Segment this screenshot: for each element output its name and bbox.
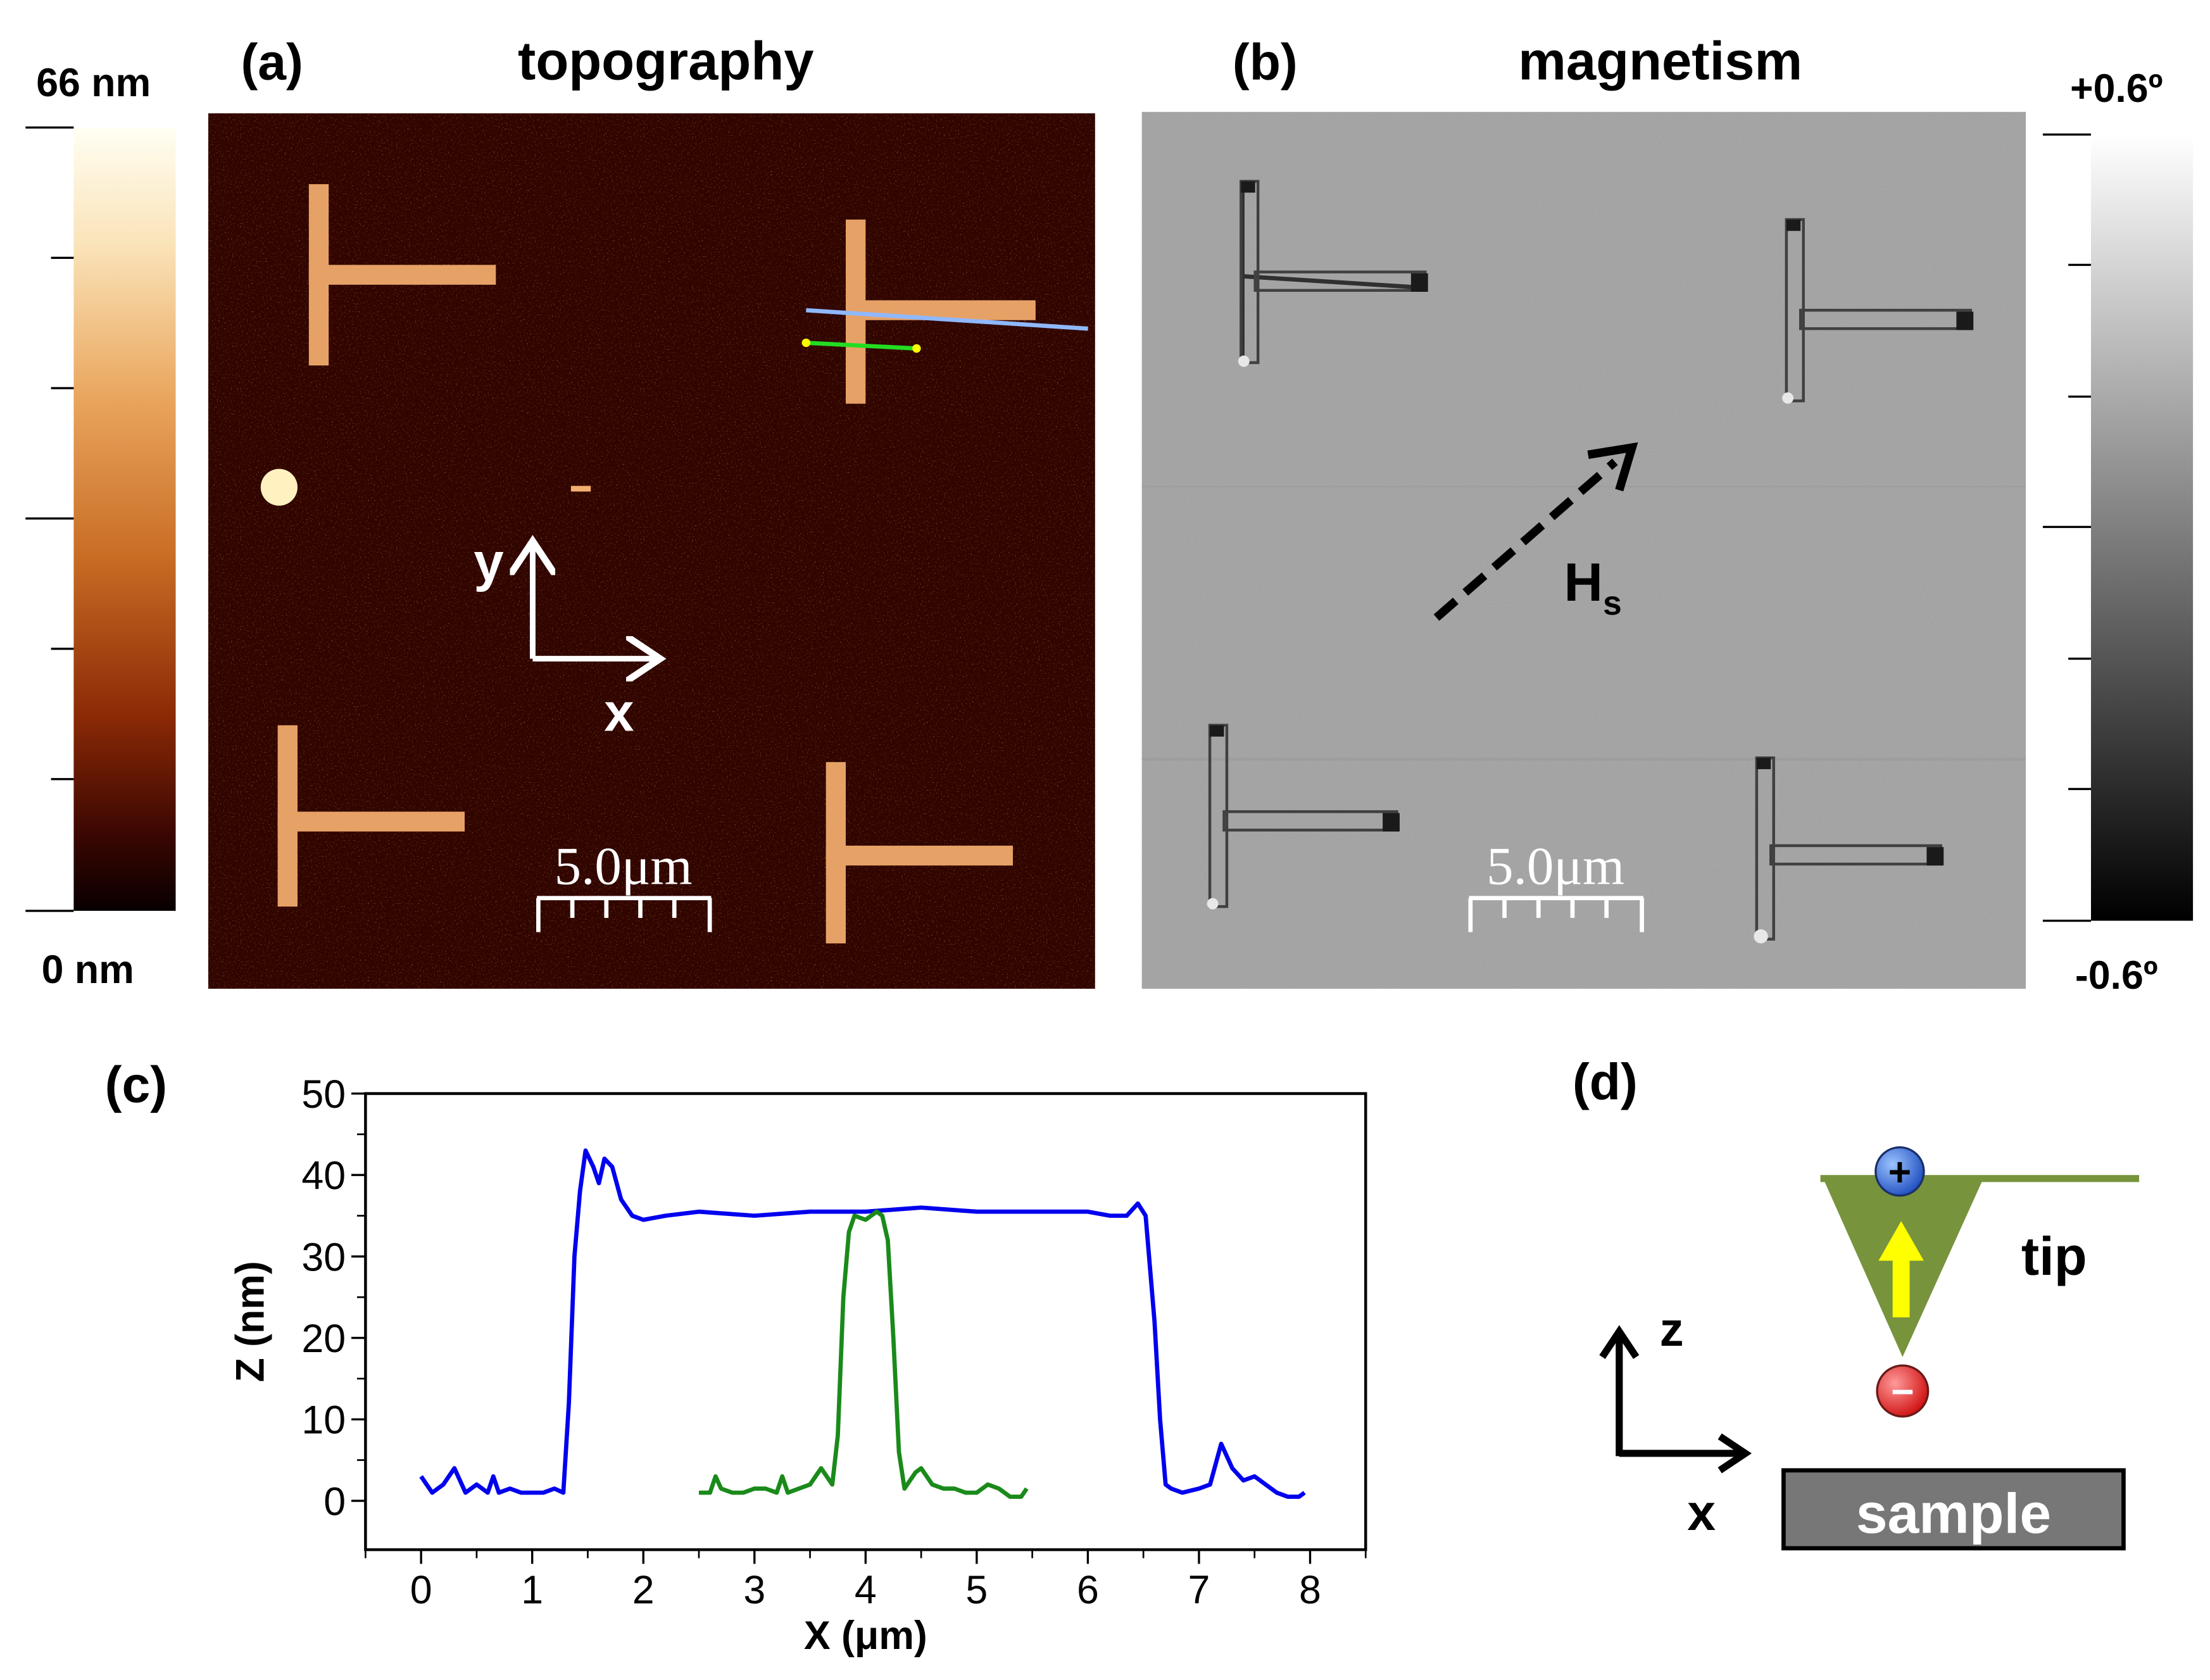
green-profile-line — [806, 341, 917, 351]
particle — [260, 468, 298, 506]
axes-xy — [532, 547, 654, 659]
x-tick-label: 5 — [965, 1568, 988, 1612]
scalebar-b-label: 5.0μm — [1486, 836, 1624, 896]
colorbar-b — [2090, 134, 2194, 921]
x-tick-label: 6 — [1077, 1568, 1099, 1612]
y-tick-label: 10 — [301, 1398, 346, 1443]
axes-zx — [1599, 1325, 1752, 1474]
scalebar-a-label: 5.0μm — [555, 836, 693, 896]
tip-label: tip — [2021, 1227, 2087, 1287]
plus-charge — [1874, 1146, 1925, 1197]
minus-symbol: − — [1891, 1370, 1914, 1414]
panel-b: (b) magnetism Hs 5.0μm — [1141, 31, 2194, 998]
colorbar-a-max-label: 66 nm — [36, 61, 151, 105]
axis-x-label-d: x — [1687, 1484, 1716, 1541]
x-tick-label: 4 — [855, 1568, 877, 1612]
panel-b-title: magnetism — [1518, 31, 1802, 91]
colorbar-b-max-label: +0.6º — [2070, 66, 2163, 111]
y-tick-label: 0 — [323, 1479, 346, 1524]
panel-d: (d) + − tip z x sample — [1573, 1054, 2140, 1551]
x-tick-label: 7 — [1188, 1568, 1210, 1612]
y-tick-label: 20 — [301, 1317, 346, 1361]
axis-x-label: x — [604, 683, 634, 743]
axis-y-label: y — [474, 532, 503, 592]
x-tick-label: 0 — [410, 1568, 432, 1612]
t-structure-4 — [826, 762, 1014, 944]
x-ticks: 0 1 2 3 4 5 6 7 8 — [365, 1550, 1367, 1612]
moment-arrow — [1878, 1220, 1924, 1318]
x-axis-label: X (μm) — [804, 1614, 927, 1658]
topography-noise — [208, 113, 1095, 989]
field-arrow — [1433, 442, 1638, 621]
series-line-green — [698, 1209, 1029, 1499]
magnetism-noise — [1141, 111, 2026, 989]
series-group — [419, 1148, 1306, 1499]
y-tick-label: 40 — [301, 1154, 346, 1198]
x-tick-label: 1 — [521, 1568, 543, 1612]
blue-profile-line — [806, 308, 1088, 331]
panel-d-label: (d) — [1573, 1054, 1638, 1111]
sample-label: sample — [1856, 1481, 2051, 1545]
series-line-blue — [419, 1148, 1306, 1499]
minus-charge — [1876, 1364, 1930, 1418]
colorbar-a — [73, 127, 176, 911]
sample-block — [1781, 1468, 2126, 1551]
colorbar-a-ticks — [25, 126, 74, 912]
panel-b-label: (b) — [1233, 34, 1298, 91]
t-structure-3 — [277, 725, 465, 907]
y-ticks: 0 10 20 30 40 50 — [301, 1072, 366, 1524]
y-axis-label: Z (nm) — [228, 1261, 272, 1382]
axis-z-label: z — [1660, 1303, 1684, 1357]
t-structure-1 — [308, 184, 496, 366]
panel-a-label: (a) — [241, 34, 303, 91]
colorbar-b-ticks — [2042, 133, 2091, 922]
x-tick-label: 2 — [632, 1568, 655, 1612]
field-label: Hs — [1564, 553, 1622, 622]
panel-a-title: topography — [518, 31, 814, 91]
colorbar-a-min-label: 0 nm — [42, 948, 134, 992]
y-tick-label: 30 — [301, 1235, 346, 1279]
scalebar-a — [536, 896, 712, 932]
panel-c: (c) 0 1 2 3 4 5 6 7 8 0 10 20 30 40 50 X (μm) Z (nm) — [105, 1056, 1367, 1658]
x-tick-label: 3 — [743, 1568, 765, 1612]
colorbar-b-min-label: -0.6º — [2075, 953, 2158, 998]
y-tick-label: 50 — [301, 1072, 346, 1117]
plus-symbol: + — [1888, 1150, 1912, 1194]
scalebar-b — [1468, 896, 1644, 932]
x-tick-label: 8 — [1299, 1568, 1321, 1612]
panel-c-label: (c) — [105, 1056, 167, 1113]
plot-frame — [364, 1092, 1367, 1551]
panel-a: (a) topography 66 nm 0 nm — [25, 31, 1095, 992]
